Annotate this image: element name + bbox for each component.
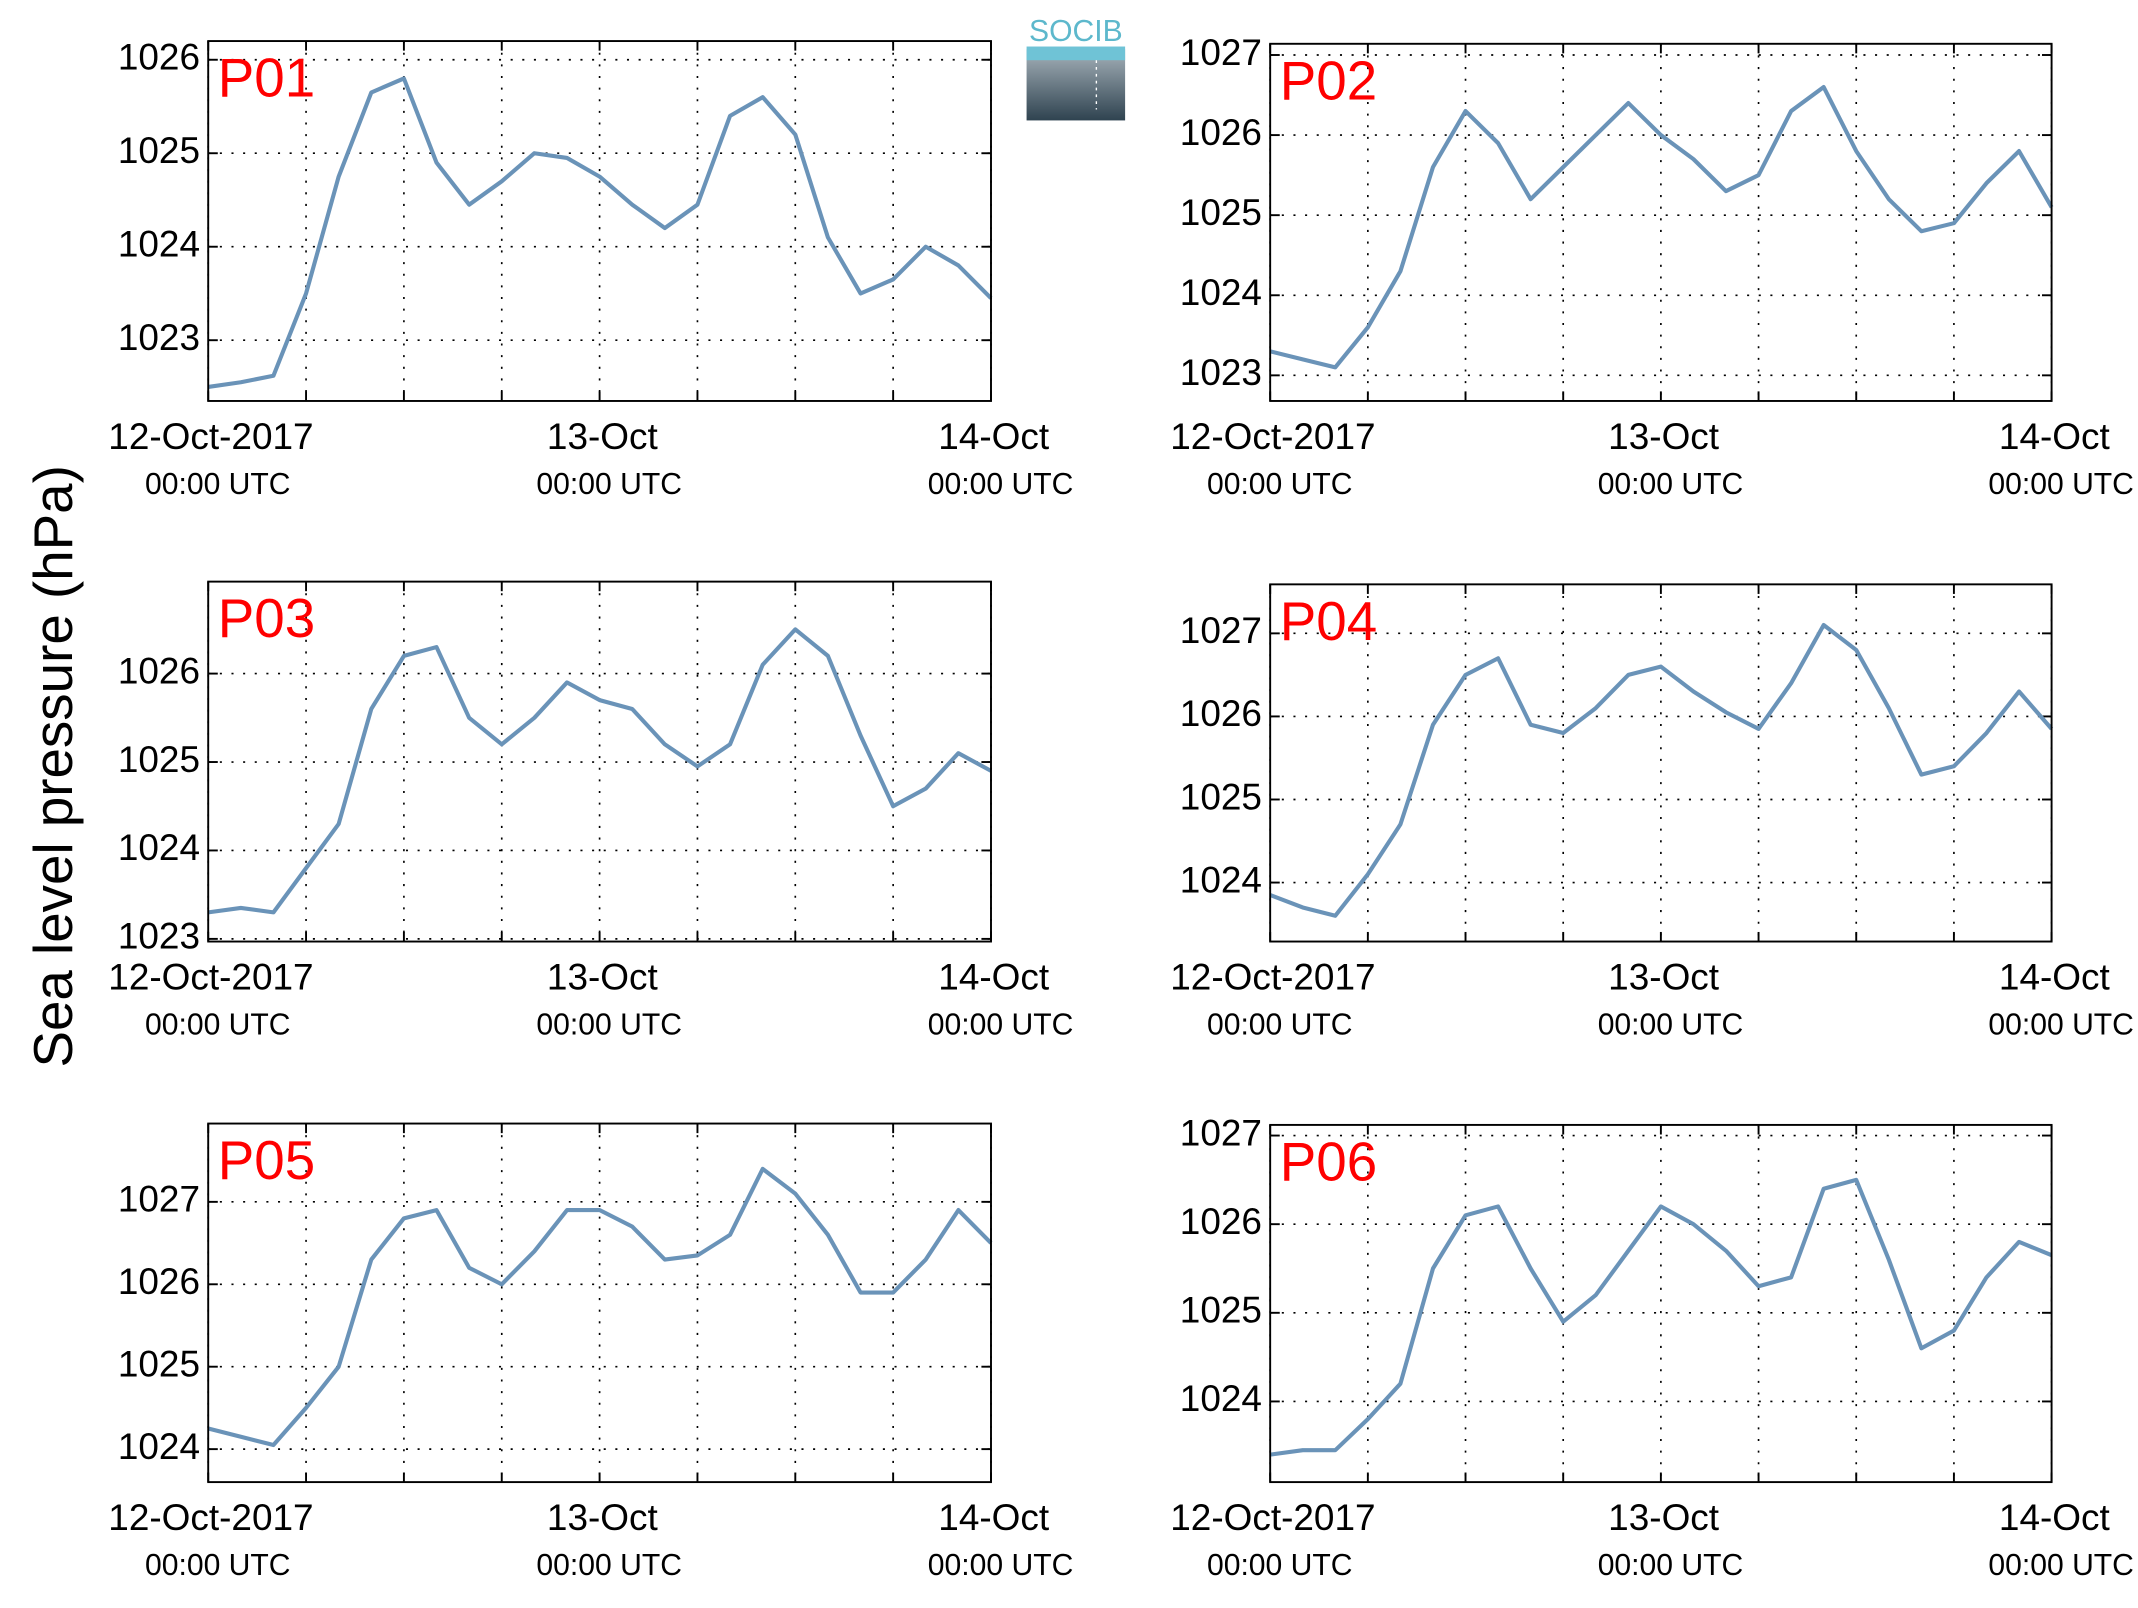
x-tick-label: 14-Oct	[1999, 957, 2110, 998]
y-axis-label: Sea level pressure (hPa)	[22, 465, 84, 1067]
x-tick-sublabel: 00:00 UTC	[1598, 1549, 1744, 1582]
x-tick-sublabel: 00:00 UTC	[928, 1549, 1074, 1582]
x-tick-sublabel: 00:00 UTC	[1207, 1008, 1353, 1041]
x-tick-label: 13-Oct	[1608, 1497, 1719, 1538]
y-tick-label: 1024	[1180, 272, 1262, 313]
x-tick-label: 12-Oct-2017	[108, 1497, 313, 1538]
panel: 1023 1024 1025 1026 1027 12-Oct-2017 00:00 UTC…	[1170, 32, 2134, 501]
y-tick-label: 1025	[1180, 192, 1262, 233]
x-tick-label: 14-Oct	[1999, 1497, 2110, 1538]
y-tick-label: 1026	[118, 1261, 200, 1302]
y-tick-label: 1025	[118, 739, 200, 780]
x-tick-sublabel: 00:00 UTC	[536, 1549, 682, 1582]
x-tick-label: 13-Oct	[547, 1497, 658, 1538]
x-tick-sublabel: 00:00 UTC	[1207, 468, 1353, 501]
x-tick-sublabel: 00:00 UTC	[1598, 468, 1744, 501]
x-tick-label: 14-Oct	[938, 1497, 1049, 1538]
y-tick-label: 1027	[118, 1179, 200, 1220]
data-line	[1269, 1177, 2053, 1457]
y-tick-label: 1025	[118, 130, 200, 171]
x-tick-sublabel: 00:00 UTC	[1988, 1549, 2134, 1582]
x-tick-sublabel: 00:00 UTC	[1598, 1008, 1744, 1041]
y-tick-label: 1023	[118, 916, 200, 957]
x-tick-label: 12-Oct-2017	[108, 416, 313, 457]
y-tick-label: 1026	[1180, 112, 1262, 153]
logo-box	[1026, 49, 1126, 121]
y-tick-label: 1024	[118, 827, 200, 868]
y-tick-label: 1027	[1180, 610, 1262, 651]
y-tick-label: 1027	[1180, 1112, 1262, 1153]
panel: 1024 1025 1026 1027 12-Oct-2017 00:00 UTC 13-O…	[1170, 583, 2134, 1041]
y-tick-label: 1024	[1180, 1378, 1262, 1419]
x-tick-label: 13-Oct	[1608, 416, 1719, 457]
logo: SOCIB	[1026, 15, 1126, 121]
x-tick-sublabel: 00:00 UTC	[145, 1549, 291, 1582]
axes-frame	[207, 1122, 992, 1484]
y-tick-label: 1023	[118, 317, 200, 358]
panel-title: P06	[1280, 1130, 1377, 1192]
x-tick-label: 14-Oct	[938, 416, 1049, 457]
panel-title: P02	[1280, 49, 1377, 111]
x-tick-label: 12-Oct-2017	[108, 957, 313, 998]
data-line	[1269, 84, 2054, 370]
y-tick-label: 1026	[118, 650, 200, 691]
y-tick-label: 1023	[1180, 352, 1262, 393]
x-tick-sublabel: 00:00 UTC	[1988, 468, 2134, 501]
panel-title: P03	[218, 587, 315, 649]
y-tick-label: 1024	[118, 1426, 200, 1467]
logo-text: SOCIB	[1029, 15, 1123, 48]
y-tick-label: 1024	[118, 223, 200, 264]
axes-frame	[207, 580, 992, 943]
axes-frame	[1269, 42, 2053, 402]
x-tick-label: 14-Oct	[1999, 416, 2110, 457]
x-tick-sublabel: 00:00 UTC	[928, 1008, 1074, 1041]
data-line	[1269, 623, 2054, 918]
y-tick-label: 1026	[1180, 1201, 1262, 1242]
data-line	[207, 76, 993, 389]
axes-frame	[1269, 583, 2053, 943]
axes-frame	[207, 40, 992, 402]
y-tick-label: 1026	[1180, 693, 1262, 734]
y-tick-label: 1025	[118, 1343, 200, 1384]
axes-frame	[1269, 1123, 2053, 1484]
panel-title: P01	[218, 47, 315, 109]
y-tick-label: 1027	[1180, 32, 1262, 73]
x-tick-label: 12-Oct-2017	[1170, 957, 1375, 998]
logo-band	[1026, 46, 1126, 61]
panel: 1023 1024 1025 1026 12-Oct-2017 00:00 UTC 13-O…	[108, 37, 1073, 501]
x-tick-sublabel: 00:00 UTC	[145, 1008, 291, 1041]
x-tick-label: 12-Oct-2017	[1170, 416, 1375, 457]
x-tick-sublabel: 00:00 UTC	[1988, 1008, 2134, 1041]
panel: 1023 1024 1025 1026 12-Oct-2017 00:00 UTC 13-O…	[108, 580, 1074, 1041]
y-tick-label: 1024	[1180, 859, 1262, 900]
x-tick-sublabel: 00:00 UTC	[536, 1008, 682, 1041]
x-tick-sublabel: 00:00 UTC	[145, 468, 291, 501]
x-tick-label: 13-Oct	[547, 957, 658, 998]
x-tick-label: 13-Oct	[1608, 957, 1719, 998]
y-tick-label: 1025	[1180, 776, 1262, 817]
x-tick-label: 12-Oct-2017	[1170, 1497, 1375, 1538]
panel-title: P04	[1280, 590, 1377, 652]
panel: 1024 1025 1026 1027 12-Oct-2017 00:00 UTC 13-O…	[1170, 1112, 2134, 1582]
x-tick-sublabel: 00:00 UTC	[928, 468, 1074, 501]
panel-title: P05	[218, 1129, 315, 1191]
x-tick-sublabel: 00:00 UTC	[536, 468, 682, 501]
data-line	[207, 1166, 993, 1448]
x-tick-label: 14-Oct	[938, 957, 1049, 998]
y-tick-label: 1026	[118, 37, 200, 78]
panel: 1024 1025 1026 1027 12-Oct-2017 00:00 UTC 13-O…	[108, 1122, 1074, 1582]
data-line	[207, 627, 992, 915]
x-tick-label: 13-Oct	[547, 416, 658, 457]
x-tick-sublabel: 00:00 UTC	[1207, 1549, 1353, 1582]
y-tick-label: 1025	[1180, 1290, 1262, 1331]
